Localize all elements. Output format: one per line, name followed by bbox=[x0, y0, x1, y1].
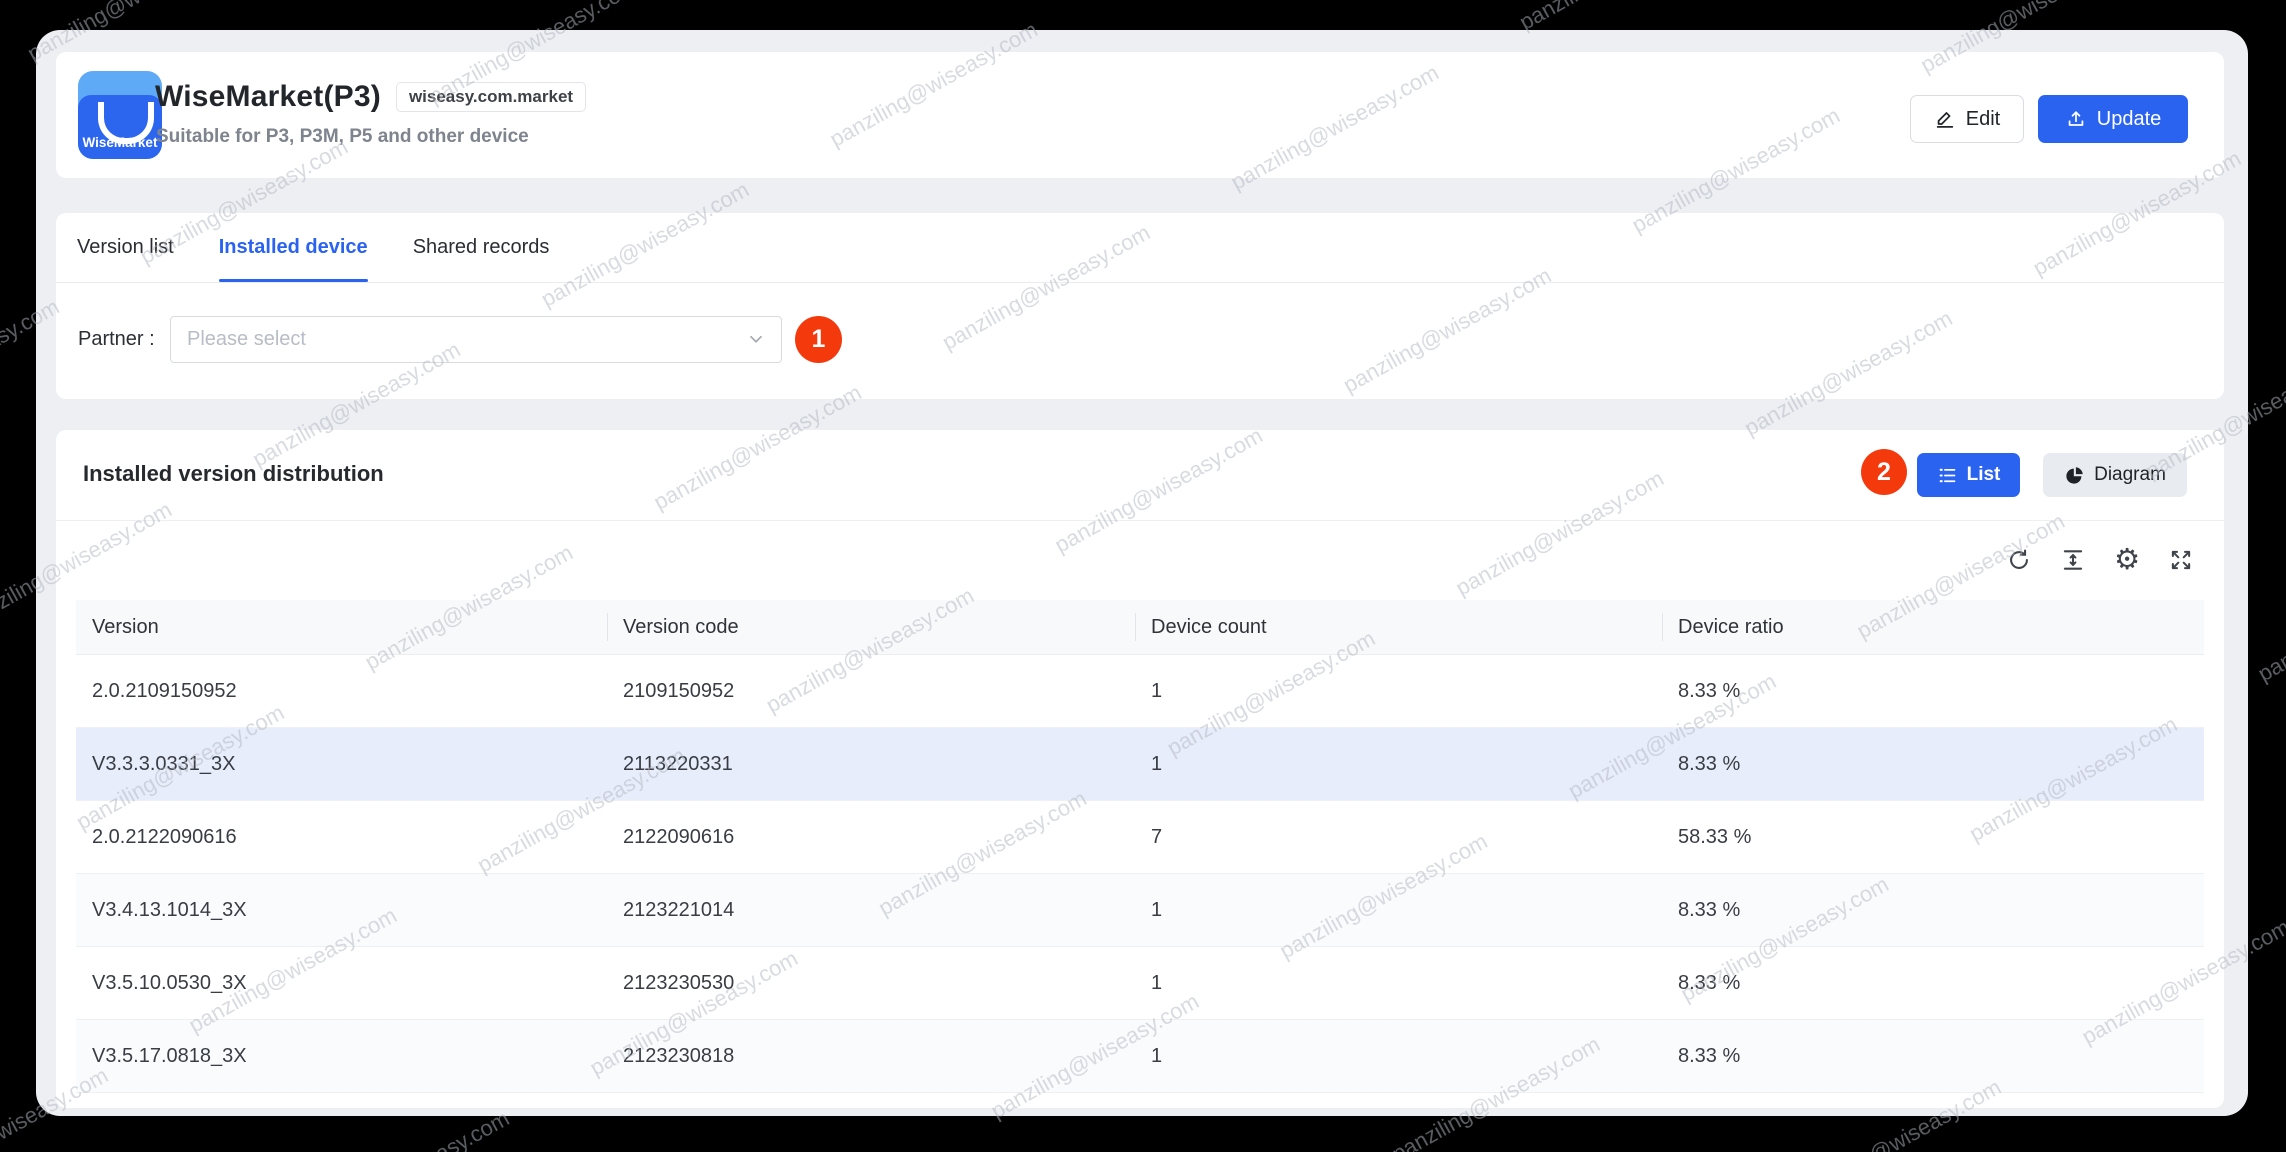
cell-ratio: 8.33 % bbox=[1662, 654, 2204, 728]
update-button[interactable]: Update bbox=[2038, 95, 2188, 143]
cell-count: 1 bbox=[1135, 873, 1662, 947]
app-window: WiseMarket WiseMarket(P3) wiseasy.com.ma… bbox=[36, 30, 2248, 1116]
tab-version-list[interactable]: Version list bbox=[77, 236, 174, 258]
app-header-card: WiseMarket WiseMarket(P3) wiseasy.com.ma… bbox=[56, 52, 2224, 178]
package-tag: wiseasy.com.market bbox=[395, 82, 587, 112]
cell-code: 2123221014 bbox=[607, 873, 1135, 947]
partner-select[interactable]: Please select bbox=[170, 315, 782, 363]
partner-label: Partner : bbox=[78, 327, 155, 350]
app-subtitle: Suitable for P3, P3M, P5 and other devic… bbox=[156, 126, 529, 147]
app-icon-bag-handle bbox=[98, 102, 154, 144]
update-button-label: Update bbox=[2096, 107, 2162, 130]
tabs-card: Version list Installed device Shared recor… bbox=[56, 213, 2224, 399]
column-height-icon[interactable] bbox=[2060, 547, 2086, 573]
cell-ratio: 8.33 % bbox=[1662, 873, 2204, 947]
watermark-text: panziling@wiseasy.com bbox=[220, 0, 621, 20]
watermark-text: panziling@wiseasy.com bbox=[2113, 0, 2286, 32]
step-badge-1: 1 bbox=[795, 315, 842, 363]
cell-count: 1 bbox=[1135, 654, 1662, 728]
cell-code: 2122090616 bbox=[607, 800, 1135, 874]
pie-chart-icon bbox=[2066, 466, 2083, 484]
cell-ratio: 58.33 % bbox=[1662, 800, 2204, 874]
chevron-down-icon bbox=[750, 335, 762, 343]
cell-count: 1 bbox=[1135, 727, 1662, 801]
step-badge-2: 2 bbox=[1861, 449, 1907, 495]
edit-button-label: Edit bbox=[1965, 107, 2001, 130]
version-table: Version Version code Device count Device ra… bbox=[76, 600, 2204, 1093]
app-icon: WiseMarket bbox=[78, 71, 162, 159]
refresh-icon[interactable] bbox=[2006, 547, 2032, 573]
cell-version: V3.5.17.0818_3X bbox=[76, 1019, 607, 1093]
cell-version: V3.5.10.0530_3X bbox=[76, 946, 607, 1020]
partner-select-placeholder: Please select bbox=[187, 327, 306, 350]
cell-count: 1 bbox=[1135, 1019, 1662, 1093]
column-header: Device count bbox=[1135, 600, 1662, 655]
list-view-label: List bbox=[1966, 464, 2001, 485]
table-row[interactable]: V3.3.3.0331_3X 2113220331 1 8.33 % bbox=[76, 727, 2204, 801]
view-toggle: List Diagram bbox=[1917, 453, 2187, 497]
upload-icon bbox=[2068, 111, 2084, 126]
cell-code: 2123230818 bbox=[607, 1019, 1135, 1093]
cell-code: 2109150952 bbox=[607, 654, 1135, 728]
cell-count: 1 bbox=[1135, 946, 1662, 1020]
edit-icon bbox=[1936, 112, 1953, 128]
tab-bar: Version list Installed device Shared recor… bbox=[56, 213, 2224, 283]
list-icon bbox=[1939, 468, 1955, 482]
settings-icon[interactable]: ⚙︎ bbox=[2114, 544, 2140, 576]
watermark-text: panziling@wiseasy.com bbox=[2077, 914, 2286, 1050]
fullscreen-icon[interactable] bbox=[2168, 547, 2194, 573]
table-row[interactable]: V3.5.10.0530_3X 2123230530 1 8.33 % bbox=[76, 946, 2204, 1020]
cell-version: 2.0.2122090616 bbox=[76, 800, 607, 874]
diagram-view-label: Diagram bbox=[2094, 464, 2166, 485]
header-actions: Edit Update bbox=[1910, 95, 2188, 143]
table-toolbar: ⚙︎ bbox=[2006, 520, 2194, 600]
list-view-button[interactable]: List bbox=[1917, 453, 2020, 497]
watermark-text: panziling@wiseasy.com bbox=[1408, 1121, 1809, 1152]
cell-version: 2.0.2109150952 bbox=[76, 654, 607, 728]
section-header: Installed version distribution 2 List bbox=[56, 430, 2224, 521]
cell-version: V3.3.3.0331_3X bbox=[76, 727, 607, 801]
cell-version: V3.4.13.1014_3X bbox=[76, 873, 607, 947]
cell-ratio: 8.33 % bbox=[1662, 1019, 2204, 1093]
title-row: WiseMarket(P3) wiseasy.com.market bbox=[155, 76, 587, 118]
edit-button[interactable]: Edit bbox=[1910, 95, 2024, 143]
table-header-row: Version Version code Device count Device ra… bbox=[76, 600, 2204, 655]
table-row[interactable]: 2.0.2122090616 2122090616 7 58.33 % bbox=[76, 800, 2204, 874]
page-title: WiseMarket(P3) bbox=[155, 80, 381, 113]
table-row[interactable]: V3.4.13.1014_3X 2123221014 1 8.33 % bbox=[76, 873, 2204, 947]
column-header: Version code bbox=[607, 600, 1135, 655]
version-table-wrap: Version Version code Device count Device ra… bbox=[76, 600, 2204, 1093]
tab-shared-records[interactable]: Shared records bbox=[412, 236, 550, 258]
cell-ratio: 8.33 % bbox=[1662, 946, 2204, 1020]
table-row[interactable]: V3.5.17.0818_3X 2123230818 1 8.33 % bbox=[76, 1019, 2204, 1093]
cell-code: 2113220331 bbox=[607, 727, 1135, 801]
cell-count: 7 bbox=[1135, 800, 1662, 874]
column-header: Device ratio bbox=[1662, 600, 2204, 655]
cell-code: 2123230530 bbox=[607, 946, 1135, 1020]
app-icon-label: WiseMarket bbox=[82, 135, 158, 150]
table-row[interactable]: 2.0.2109150952 2109150952 1 8.33 % bbox=[76, 654, 2204, 728]
cell-ratio: 8.33 % bbox=[1662, 727, 2204, 801]
partner-filter-row: Partner : Please select 1 bbox=[78, 315, 842, 363]
diagram-view-button[interactable]: Diagram bbox=[2043, 453, 2187, 497]
column-header: Version bbox=[76, 600, 607, 655]
tab-installed-device[interactable]: Installed device bbox=[218, 213, 368, 282]
section-title: Installed version distribution bbox=[83, 461, 384, 486]
installed-version-card: Installed version distribution 2 List bbox=[56, 430, 2224, 1108]
